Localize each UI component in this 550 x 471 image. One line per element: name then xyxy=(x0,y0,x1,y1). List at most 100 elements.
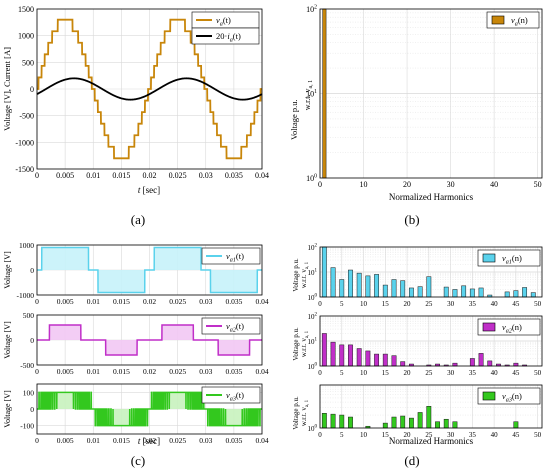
x-tick-label: 0.005 xyxy=(57,297,74,306)
bar xyxy=(530,292,536,298)
x-tick-label: 0.04 xyxy=(255,171,269,180)
y-tick-label: -500 xyxy=(19,112,34,121)
bar xyxy=(330,413,336,429)
bar xyxy=(400,280,406,298)
x-tick-label: 0.01 xyxy=(87,297,100,306)
x-tick-label: 0 xyxy=(318,431,322,439)
x-tick-label: 0.01 xyxy=(87,367,100,376)
y-tick-label: 0 xyxy=(30,405,34,414)
plot-frame xyxy=(36,383,263,435)
y-tick-label: -1000 xyxy=(17,291,35,300)
plot-frame xyxy=(319,8,543,179)
x-tick-label: 0.025 xyxy=(169,171,187,180)
signal-line xyxy=(37,391,262,427)
series-line-ia xyxy=(36,77,263,101)
x-tick-label: 0.03 xyxy=(199,436,212,445)
bar xyxy=(426,406,432,429)
y-tick-label: 101 xyxy=(307,268,317,278)
x-tick-label: 10 xyxy=(360,300,368,308)
x-tick-label: 40 xyxy=(490,180,498,189)
x-tick-label: 0.02 xyxy=(143,297,156,306)
legend-label: va2(n) xyxy=(502,322,522,335)
bar xyxy=(504,291,510,298)
bar xyxy=(382,353,388,367)
bar xyxy=(374,353,380,367)
x-tick-label: 50 xyxy=(534,180,542,189)
bar xyxy=(487,360,493,367)
y-tick-label: 100 xyxy=(306,174,317,184)
bar xyxy=(321,413,327,429)
bar xyxy=(452,289,458,298)
bar xyxy=(513,290,519,298)
y-tick-label: 100 xyxy=(307,424,317,434)
panel-label-a: (a) xyxy=(131,212,145,227)
x-tick-label: 45 xyxy=(512,300,520,308)
x-tick-label: 45 xyxy=(512,431,520,439)
x-tick-label: 50 xyxy=(534,300,542,308)
bar xyxy=(348,344,353,367)
bar xyxy=(469,358,475,367)
y-tick-label: 0 xyxy=(30,85,34,94)
bar xyxy=(426,276,432,298)
legend-swatch xyxy=(482,253,496,263)
x-tick-label: 15 xyxy=(382,300,390,308)
bar xyxy=(330,267,336,298)
legend-swatch xyxy=(482,322,496,332)
x-tick-label: 40 xyxy=(491,300,499,308)
subplot-3: 0 0.005 0.01 0.015 0.02 0.025 0.03 0.035 0.04 -10… xyxy=(3,383,269,445)
bar xyxy=(382,284,388,298)
subplot-1: 0 5 10 15 20 25 30 35 40 45 50 100 101 102 va1(n) Volta… xyxy=(292,243,543,308)
legend-label: va1(t) xyxy=(226,251,244,264)
series-line-va xyxy=(37,18,262,160)
x-tick-label: 0.03 xyxy=(199,367,212,376)
y-tick-label: 102 xyxy=(306,5,317,15)
legend-box xyxy=(201,386,261,404)
y-axis-label: Voltage [V] xyxy=(3,390,12,428)
y-axis-label: Voltage p.u. xyxy=(292,327,300,361)
panel-label-d: (d) xyxy=(404,453,419,468)
bar xyxy=(417,412,423,429)
bar xyxy=(356,272,362,298)
x-tick-label: 0.015 xyxy=(112,171,130,180)
y-tick-label: 100 xyxy=(307,362,317,372)
bar xyxy=(443,418,449,429)
x-tick-label: 20 xyxy=(404,369,412,377)
x-tick-label: 0.01 xyxy=(87,436,100,445)
x-tick-label: 45 xyxy=(512,369,520,377)
x-tick-label: 10 xyxy=(360,180,368,189)
bar xyxy=(374,274,380,298)
y-tick-label: 101 xyxy=(307,337,317,347)
y-tick-label: 1000 xyxy=(19,241,34,250)
x-tick-label: 25 xyxy=(425,300,433,308)
x-tick-label: 0.035 xyxy=(225,436,242,445)
y-axis-label-ref: w.r.t. va, 1 xyxy=(300,330,310,357)
bar xyxy=(365,275,371,298)
bar xyxy=(513,362,519,367)
x-tick-label: 0.01 xyxy=(86,171,100,180)
x-tick-label: 0.02 xyxy=(143,367,156,376)
plot-frame xyxy=(36,8,263,170)
legend-label: va(n) xyxy=(511,15,528,28)
x-tick-label: 0.005 xyxy=(56,171,74,180)
bar xyxy=(461,285,467,298)
x-tick-label: 50 xyxy=(534,431,542,439)
y-axis-label-ref: w.r.t. va, 1 xyxy=(300,399,310,426)
panel-c-cell-voltage-plots: 0 0.005 0.01 0.015 0.02 0.025 0.03 0.035 0.04 -10… xyxy=(3,241,269,446)
y-tick-label: 101 xyxy=(306,89,317,99)
y-axis-label-ref: w.r.t. va, 1 xyxy=(303,80,314,110)
x-tick-label: 0 xyxy=(35,367,39,376)
x-tick-label: 0.015 xyxy=(113,297,130,306)
bar xyxy=(391,355,397,367)
legend-box xyxy=(191,27,260,45)
bar xyxy=(522,287,528,298)
x-tick-label: 35 xyxy=(469,431,477,439)
x-tick-label: 0.04 xyxy=(255,297,268,306)
x-tick-label: 0.04 xyxy=(255,367,268,376)
bar xyxy=(452,362,458,367)
y-tick-label: 102 xyxy=(307,243,317,253)
y-tick-label: 100 xyxy=(307,293,317,303)
legend-label: va3(t) xyxy=(226,390,244,403)
bar xyxy=(391,279,397,298)
y-tick-label: 0 xyxy=(30,336,34,345)
panel-a-voltage-current-plot: 0 0.005 0.01 0.015 0.02 0.025 0.03 0.035 0.04 -15… xyxy=(2,5,269,195)
